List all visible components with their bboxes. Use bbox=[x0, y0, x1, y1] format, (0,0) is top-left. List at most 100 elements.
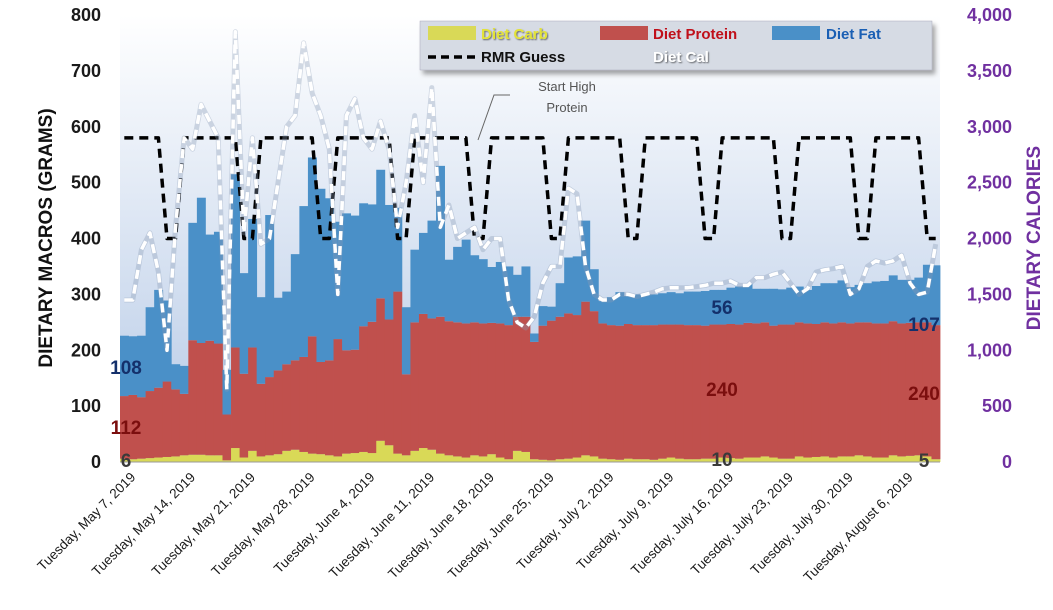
bar-diet-carb bbox=[205, 455, 215, 462]
bar-diet-protein bbox=[905, 322, 915, 456]
bar-diet-carb bbox=[880, 457, 890, 462]
bar-diet-protein bbox=[359, 326, 369, 452]
bar-diet-fat bbox=[325, 198, 334, 361]
x-tick-label: Tuesday, June 11, 2019 bbox=[326, 470, 437, 581]
bar-diet-fat bbox=[248, 218, 258, 348]
bar-diet-protein bbox=[538, 325, 548, 460]
bar-diet-fat bbox=[222, 369, 232, 415]
bar-diet-protein bbox=[914, 322, 924, 456]
bar-diet-protein bbox=[606, 325, 616, 460]
y-tick-left: 200 bbox=[71, 340, 101, 360]
y-tick-right: 1,500 bbox=[967, 284, 1012, 304]
label-carb-start: 6 bbox=[121, 451, 132, 472]
bar-diet-carb bbox=[803, 457, 813, 462]
bar-diet-fat bbox=[239, 273, 249, 374]
bar-diet-fat bbox=[316, 188, 326, 362]
bar-diet-fat bbox=[342, 213, 352, 351]
x-tick-label: Tuesday, May 28, 2019 bbox=[208, 470, 317, 579]
legend-swatch-diet-carb bbox=[428, 26, 476, 40]
bar-diet-protein bbox=[709, 324, 719, 459]
y-tick-left: 800 bbox=[71, 5, 101, 25]
bar-diet-fat bbox=[726, 287, 736, 324]
bar-diet-carb bbox=[222, 460, 232, 462]
bar-diet-protein bbox=[495, 323, 505, 458]
bar-diet-fat bbox=[256, 297, 266, 384]
y-tick-right: 0 bbox=[1002, 452, 1012, 472]
bar-diet-carb bbox=[863, 456, 873, 462]
bar-diet-carb bbox=[914, 455, 924, 462]
bar-diet-protein bbox=[897, 323, 907, 457]
bar-diet-protein bbox=[521, 316, 531, 452]
bar-diet-fat bbox=[461, 239, 471, 324]
bar-diet-protein bbox=[213, 343, 223, 456]
bar-diet-carb bbox=[820, 456, 830, 462]
bar-diet-protein bbox=[120, 396, 129, 459]
bar-diet-carb bbox=[213, 455, 223, 462]
bar-diet-fat bbox=[290, 254, 300, 361]
bar-diet-fat bbox=[213, 231, 223, 344]
bar-diet-fat bbox=[410, 249, 420, 323]
bar-diet-fat bbox=[171, 364, 181, 390]
bar-diet-protein bbox=[803, 323, 813, 458]
bar-diet-protein bbox=[623, 323, 633, 459]
bar-diet-protein bbox=[700, 325, 710, 459]
y-axis-title-left: DIETARY MACROS (GRAMS) bbox=[36, 108, 57, 367]
bar-diet-carb bbox=[128, 459, 138, 462]
bar-diet-protein bbox=[632, 325, 642, 460]
bar-diet-carb bbox=[393, 453, 403, 462]
x-tick-label: Tuesday, May 14, 2019 bbox=[89, 470, 198, 579]
bar-diet-protein bbox=[487, 322, 497, 455]
bar-diet-fat bbox=[418, 232, 428, 314]
bar-diet-protein bbox=[888, 321, 898, 456]
bar-diet-carb bbox=[504, 459, 514, 462]
bar-diet-fat bbox=[709, 289, 719, 325]
bar-diet-fat bbox=[786, 287, 796, 325]
bar-diet-protein bbox=[154, 387, 164, 458]
bar-diet-protein bbox=[863, 322, 873, 457]
label-fat-end: 107 bbox=[908, 315, 940, 336]
bar-diet-carb bbox=[145, 458, 155, 462]
bar-diet-carb bbox=[897, 456, 907, 462]
legend-swatch-diet-fat bbox=[772, 26, 820, 40]
bar-diet-protein bbox=[273, 370, 283, 455]
bar-diet-protein bbox=[316, 361, 326, 455]
bar-diet-protein bbox=[239, 373, 249, 458]
x-tick-label: Tuesday, May 7, 2019 bbox=[34, 470, 138, 574]
bar-diet-carb bbox=[154, 457, 164, 462]
bar-diet-carb bbox=[478, 456, 488, 462]
bar-diet-carb bbox=[436, 453, 445, 462]
annotation-line-1: Start High bbox=[538, 79, 596, 94]
bar-diet-carb bbox=[248, 450, 258, 462]
bar-diet-protein bbox=[333, 339, 343, 457]
bar-diet-fat bbox=[735, 286, 744, 325]
x-tick-label: Tuesday, June 25, 2019 bbox=[445, 470, 557, 582]
bar-diet-fat bbox=[393, 207, 403, 292]
bar-diet-protein bbox=[828, 323, 838, 458]
bar-diet-fat bbox=[478, 259, 488, 324]
bar-diet-protein bbox=[658, 324, 668, 459]
bar-diet-fat bbox=[914, 277, 924, 323]
bar-diet-fat bbox=[470, 255, 480, 323]
bar-diet-protein bbox=[922, 322, 932, 457]
bar-diet-protein bbox=[504, 325, 514, 460]
bar-diet-carb bbox=[256, 456, 266, 462]
bar-diet-carb bbox=[623, 458, 633, 462]
bar-diet-protein bbox=[794, 322, 804, 457]
bar-diet-carb bbox=[427, 449, 437, 462]
bar-diet-carb bbox=[231, 448, 240, 462]
bar-diet-protein bbox=[880, 323, 890, 458]
x-tick-label: Tuesday, July 2, 2019 bbox=[514, 470, 617, 573]
bar-diet-carb bbox=[188, 454, 198, 462]
bar-diet-carb bbox=[709, 458, 719, 462]
y-tick-left: 600 bbox=[71, 117, 101, 137]
bar-diet-carb bbox=[641, 459, 650, 462]
bar-diet-fat bbox=[564, 257, 574, 314]
bar-diet-carb bbox=[401, 455, 411, 462]
bar-diet-fat bbox=[367, 204, 377, 322]
bar-diet-fat bbox=[863, 283, 873, 323]
bar-diet-fat bbox=[530, 333, 539, 342]
bar-diet-protein bbox=[726, 323, 736, 459]
bar-diet-protein bbox=[512, 316, 522, 451]
legend-label-diet-carb: Diet Carb bbox=[481, 26, 548, 43]
